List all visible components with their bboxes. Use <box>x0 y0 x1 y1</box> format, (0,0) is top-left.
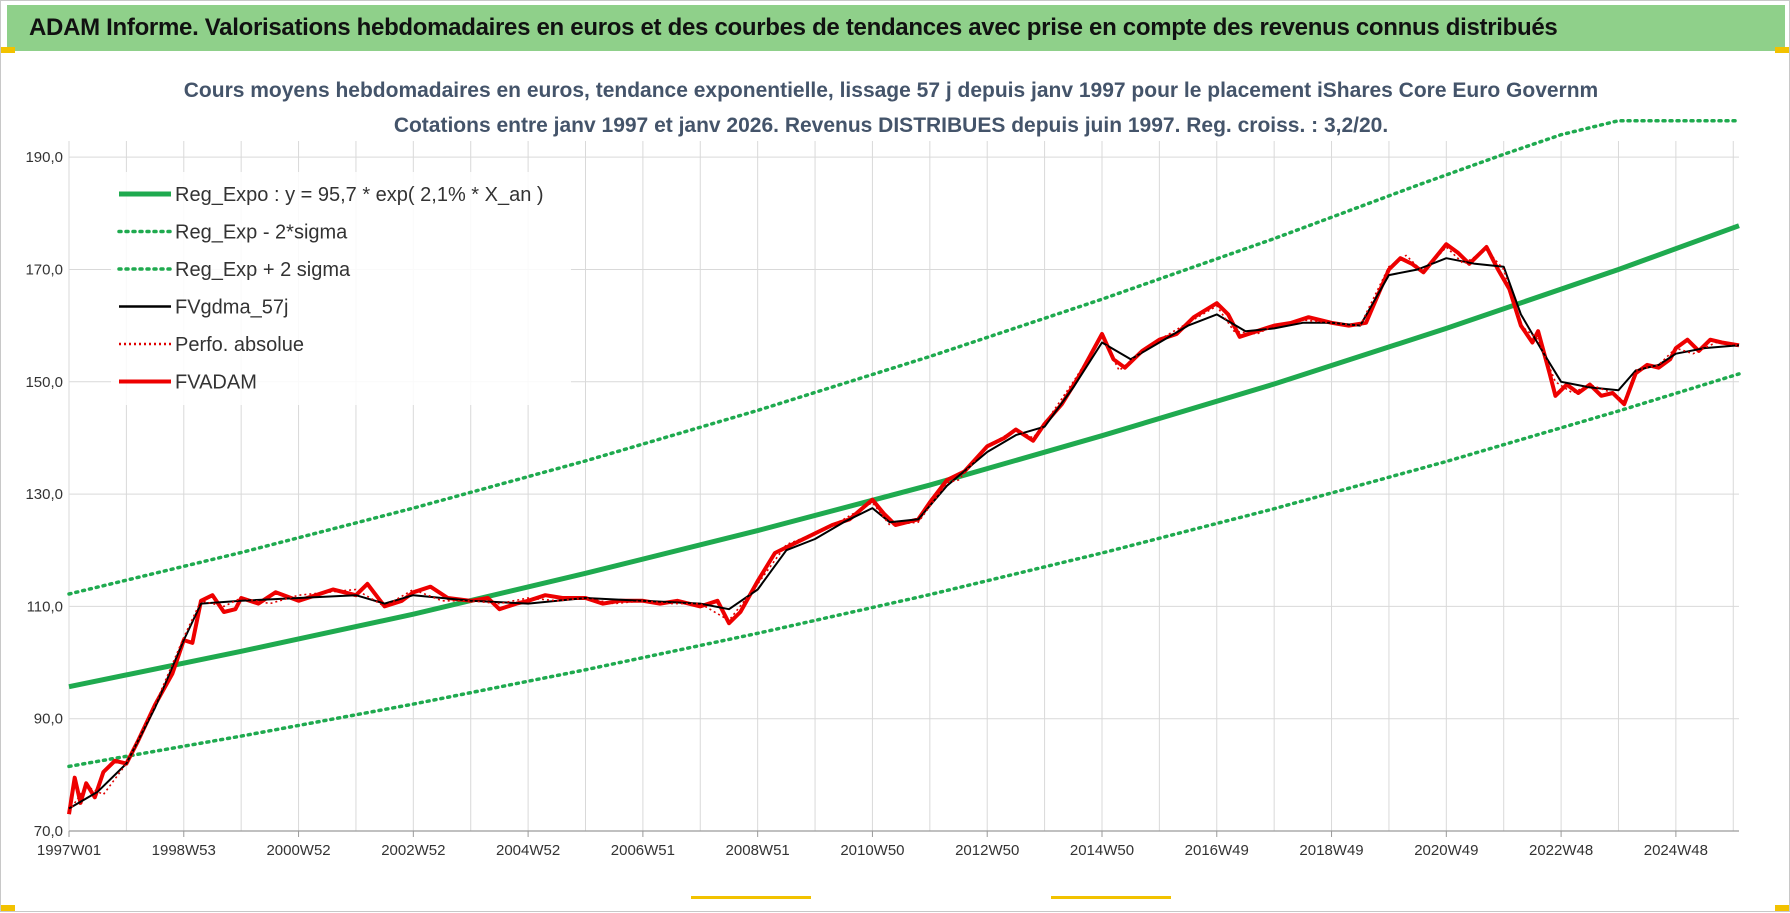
corner-marker <box>1 905 15 911</box>
corner-marker <box>1775 905 1789 911</box>
x-tick-label: 2002W52 <box>381 842 445 859</box>
y-tick-label: 130,0 <box>25 486 63 503</box>
legend-label-reg_plus: Reg_Exp + 2 sigma <box>175 259 351 281</box>
legend-label-reg_minus: Reg_Exp - 2*sigma <box>175 222 348 244</box>
x-tick-label: 2022W48 <box>1529 842 1593 859</box>
legend-label-fvadam: FVADAM <box>175 372 257 394</box>
series-line-reg_minus <box>67 372 1741 769</box>
x-tick-label: 2004W52 <box>496 842 560 859</box>
y-tick-label: 70,0 <box>34 823 63 840</box>
legend-label-fvgdma: FVgdma_57j <box>175 297 288 319</box>
series-line-fvgdma <box>68 257 1740 810</box>
selection-marker <box>691 896 811 899</box>
x-tick-label: 2012W50 <box>955 842 1019 859</box>
gridlines <box>68 141 1739 832</box>
corner-marker <box>1775 47 1789 53</box>
plot-area <box>67 118 1741 815</box>
x-tick-label: 2016W49 <box>1185 842 1249 859</box>
corner-marker <box>1 47 15 53</box>
y-tick-label: 90,0 <box>34 711 63 728</box>
series-line-fvadam <box>67 242 1740 815</box>
x-tick-label: 1998W53 <box>152 842 216 859</box>
series-line-reg_expo <box>68 223 1740 690</box>
header-banner: ADAM Informe. Valorisations hebdomadaire… <box>7 5 1785 51</box>
chart-title: Cours moyens hebdomadaires en euros, ten… <box>184 79 1598 102</box>
y-tick-label: 150,0 <box>25 374 63 391</box>
legend-background <box>111 172 571 405</box>
x-tick-label: 2020W49 <box>1414 842 1478 859</box>
page-title: ADAM Informe. Valorisations hebdomadaire… <box>29 14 1558 41</box>
y-tick-label: 190,0 <box>25 149 63 166</box>
y-tick-label: 170,0 <box>25 261 63 278</box>
legend-label-perfo: Perfo. absolue <box>175 334 304 356</box>
x-tick-label: 2008W51 <box>726 842 790 859</box>
x-tick-label: 2014W50 <box>1070 842 1134 859</box>
x-tick-label: 1997W01 <box>37 842 101 859</box>
chart-subtitle: Cotations entre janv 1997 et janv 2026. … <box>394 114 1388 137</box>
x-tick-label: 2000W52 <box>266 842 330 859</box>
axes: 70,0 90,0 110,0 130,0 150,0 170,0 190,0 1997W01… <box>25 149 1739 859</box>
x-tick-label: 2024W48 <box>1644 842 1708 859</box>
x-tick-label: 2010W50 <box>840 842 904 859</box>
x-tick-label: 2006W51 <box>611 842 675 859</box>
selection-marker <box>1051 896 1171 899</box>
legend-label-reg_expo: Reg_Expo : y = 95,7 * exp( 2,1% * X_an ) <box>175 184 544 206</box>
y-tick-label: 110,0 <box>27 598 63 615</box>
x-tick-label: 2018W49 <box>1299 842 1363 859</box>
series-line-reg_plus <box>67 118 1741 596</box>
legend: Reg_Expo : y = 95,7 * exp( 2,1% * X_an )… <box>111 172 571 405</box>
